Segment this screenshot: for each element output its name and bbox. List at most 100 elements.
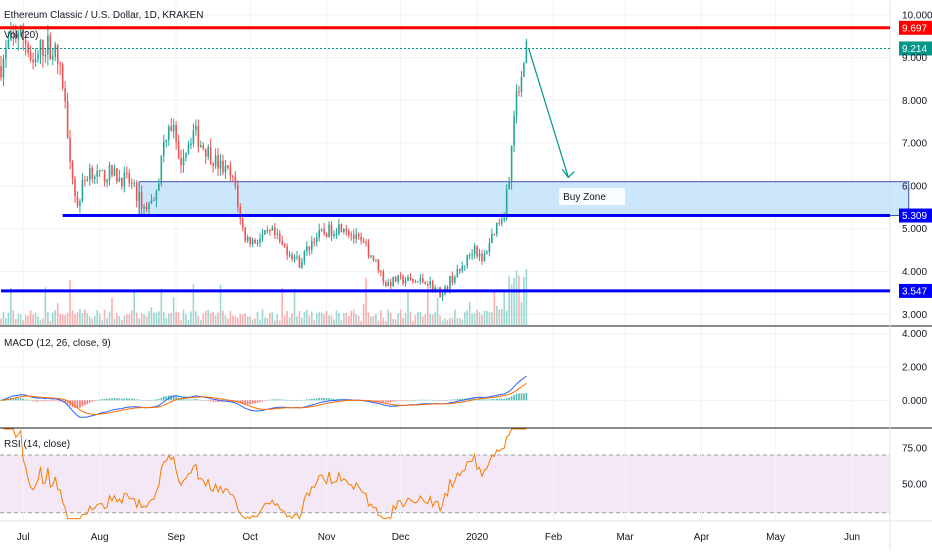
macd-histogram-bar — [414, 399, 417, 401]
candle-body — [481, 253, 483, 261]
macd-histogram-bar — [461, 398, 464, 401]
volume-bar — [357, 315, 360, 325]
level-tag-label: 3.547 — [902, 286, 927, 297]
volume-bar — [409, 311, 412, 325]
x-tick-label: 2020 — [466, 532, 489, 543]
candle-body — [39, 40, 42, 55]
volume-bar — [172, 297, 175, 325]
candle-body — [283, 244, 286, 247]
volume-bar — [446, 320, 449, 325]
candle-body — [51, 56, 54, 60]
volume-bar — [347, 316, 350, 325]
volume-bar — [204, 310, 207, 325]
candle-body — [441, 294, 444, 298]
candle-body — [224, 165, 227, 173]
candle-body — [271, 227, 274, 231]
macd-histogram-bar — [264, 400, 266, 401]
macd-histogram-bar — [330, 398, 333, 401]
candle-body — [456, 269, 459, 278]
volume-bar — [310, 311, 313, 325]
candle-body — [493, 233, 496, 235]
volume-bar — [79, 309, 81, 325]
candle-body — [121, 177, 123, 187]
candle-body — [234, 176, 237, 186]
volume-bar — [227, 318, 229, 325]
candle-body — [182, 157, 185, 166]
volume-bar — [520, 302, 523, 325]
candle-body — [232, 176, 234, 178]
x-tick-label: Oct — [242, 532, 258, 543]
volume-bar — [192, 284, 195, 325]
candle-body — [306, 246, 308, 252]
macd-histogram-bar — [303, 399, 306, 401]
macd-histogram-bar — [402, 400, 404, 401]
volume-bar — [461, 319, 464, 325]
level-tag — [899, 283, 932, 298]
macd-histogram-bar — [483, 399, 486, 401]
macd-histogram-bar — [451, 399, 454, 401]
volume-bar — [244, 313, 247, 325]
macd-histogram-bar — [44, 400, 47, 402]
candle-body — [367, 243, 370, 257]
volume-bar — [128, 314, 131, 325]
candle-body — [37, 54, 39, 60]
volume-bar — [382, 317, 385, 325]
macd-histogram-bar — [421, 399, 424, 401]
candle-body — [76, 196, 79, 206]
candle-body — [0, 66, 2, 78]
candle-body — [111, 165, 113, 176]
volume-bar — [145, 316, 148, 325]
volume-bar — [167, 313, 170, 325]
volume-bar — [454, 309, 456, 325]
macd-histogram-bar — [219, 400, 222, 402]
macd-histogram-bar — [471, 398, 473, 401]
candle-body — [454, 277, 456, 283]
candle-body — [47, 35, 49, 55]
volume-bar — [333, 319, 335, 325]
candle-body — [219, 160, 222, 169]
rsi-band — [0, 455, 890, 513]
macd-histogram-bar — [246, 400, 249, 405]
candle-body — [458, 269, 461, 272]
volume-bar — [296, 316, 298, 325]
volume-bar — [113, 318, 116, 325]
candle-body — [491, 233, 493, 244]
macd-histogram-bar — [103, 399, 106, 401]
macd-histogram-bar — [86, 400, 89, 404]
macd-histogram-bar — [436, 400, 439, 401]
volume-bar — [61, 314, 64, 325]
candle-body — [298, 256, 301, 268]
macd-histogram-bar — [481, 399, 483, 401]
rsi-legend: RSI (14, close) — [4, 439, 71, 450]
macd-histogram-bar — [389, 400, 392, 403]
candle-body — [414, 281, 417, 283]
candle-body — [204, 148, 207, 157]
macd-histogram-bar — [281, 399, 284, 401]
volume-bar — [224, 315, 227, 325]
volume-bar — [32, 314, 34, 325]
x-tick-label: May — [766, 532, 785, 543]
volume-bar — [185, 314, 187, 325]
macd-histogram-bar — [241, 400, 244, 404]
volume-bar — [515, 270, 518, 325]
volume-bar — [323, 314, 325, 325]
volume-bar — [478, 312, 481, 325]
volume-bar — [466, 310, 469, 325]
macd-histogram-bar — [251, 400, 254, 404]
arrow-line — [528, 48, 569, 178]
macd-histogram-bar — [39, 400, 42, 402]
candle-body — [91, 167, 94, 179]
volume-bar — [93, 315, 96, 325]
volume-bar — [360, 320, 362, 325]
volume-bar — [27, 315, 29, 325]
volume-bar — [19, 314, 22, 325]
volume-bar — [355, 314, 358, 325]
volume-bar — [29, 310, 32, 325]
candle-body — [180, 157, 182, 166]
volume-bar — [384, 320, 387, 325]
candle-body — [32, 59, 34, 63]
macd-histogram-bar — [384, 400, 387, 403]
macd-histogram-bar — [513, 395, 515, 401]
volume-bar — [199, 320, 202, 325]
candle-body — [5, 47, 7, 59]
